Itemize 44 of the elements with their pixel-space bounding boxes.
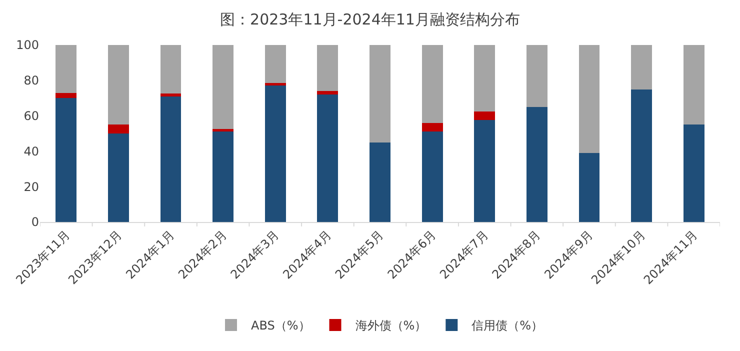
bar (264, 45, 286, 84)
bar (474, 120, 496, 222)
bar (108, 134, 129, 222)
bar (422, 122, 443, 132)
bar (578, 45, 600, 153)
bar (631, 89, 652, 222)
bar (160, 45, 182, 94)
bar (56, 98, 77, 222)
bar (578, 152, 600, 222)
bar (56, 45, 77, 93)
y-tick-label: 80 (24, 74, 39, 88)
y-tick-label: 100 (16, 38, 39, 52)
bar (317, 45, 338, 92)
chart-title: 图：2023年11月-2024年11月融资结构分布 (220, 10, 520, 29)
y-tick-label: 40 (24, 144, 39, 158)
bar (370, 142, 390, 222)
bar (526, 106, 548, 222)
bar (56, 92, 77, 98)
bar (526, 45, 548, 107)
bar (422, 132, 443, 222)
legend-label: 信用债（%） (472, 318, 544, 333)
legend-label: ABS（%） (251, 318, 310, 333)
bar (370, 45, 390, 142)
bar (212, 132, 234, 222)
bar (264, 86, 286, 222)
bar (160, 94, 182, 96)
bar (474, 45, 496, 112)
y-tick-label: 60 (24, 109, 39, 123)
bar (108, 45, 129, 125)
y-tick-label: 0 (31, 215, 39, 230)
bar (422, 45, 443, 123)
bar (317, 94, 338, 222)
bar (212, 129, 234, 132)
bar (317, 91, 338, 95)
bar (212, 45, 234, 130)
bar (264, 83, 286, 86)
bar (683, 124, 704, 222)
bar (160, 96, 182, 222)
bar (631, 45, 652, 90)
bar (683, 45, 704, 125)
bar (474, 111, 496, 120)
y-tick-label: 20 (24, 180, 39, 194)
bar (108, 124, 129, 134)
legend-label: 海外债（%） (355, 318, 427, 333)
